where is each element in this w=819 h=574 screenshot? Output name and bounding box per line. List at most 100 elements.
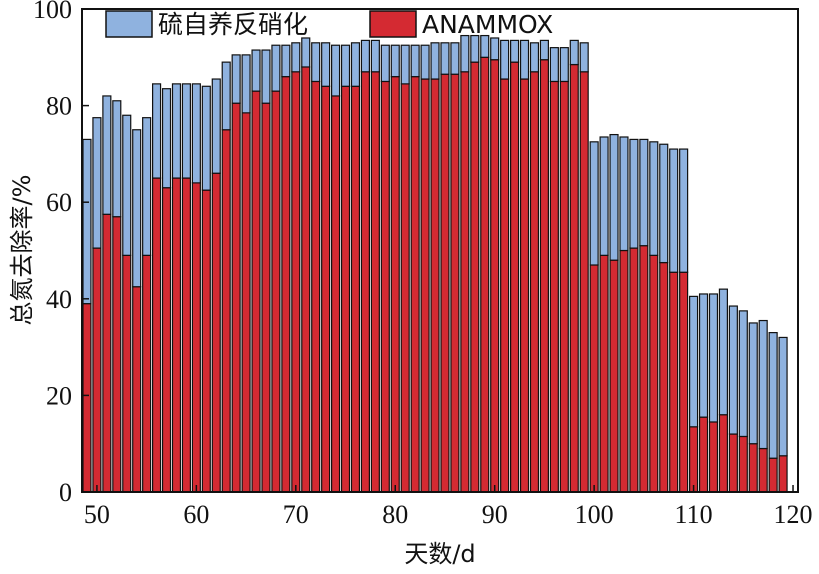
- bar-anammox-day-75: [340, 85, 351, 493]
- y-tick-label-0: 0: [59, 478, 72, 507]
- bar-anammox-day-66: [251, 90, 261, 493]
- bar-sulfur-day-101: [599, 136, 609, 256]
- x-tick-label-60: 60: [183, 500, 209, 529]
- bar-anammox-day-109: [679, 271, 689, 493]
- bar-sulfur-day-90: [490, 37, 500, 61]
- bar-sulfur-day-49: [82, 138, 92, 305]
- bar-anammox-day-59: [181, 177, 191, 493]
- bar-sulfur-day-108: [669, 148, 679, 273]
- bar-sulfur-day-92: [510, 39, 520, 63]
- bar-anammox-day-70: [291, 71, 301, 493]
- legend-swatch-anammox: [369, 10, 417, 38]
- legend-label-sulfur: 硫自养反硝化: [158, 10, 308, 39]
- bar-sulfur-day-65: [241, 54, 251, 114]
- bar-sulfur-day-114: [728, 305, 738, 435]
- bar-anammox-day-112: [708, 421, 719, 493]
- x-tick-label-50: 50: [84, 500, 110, 529]
- bar-anammox-day-76: [350, 85, 361, 493]
- bar-sulfur-day-118: [768, 332, 778, 459]
- bar-sulfur-day-96: [549, 47, 559, 83]
- bar-sulfur-day-85: [440, 42, 450, 75]
- bar-anammox-day-101: [599, 254, 609, 493]
- y-tick-label-60: 60: [46, 188, 72, 217]
- bar-sulfur-day-105: [639, 138, 649, 247]
- bar-sulfur-day-74: [331, 44, 341, 97]
- bar-sulfur-day-58: [171, 83, 182, 179]
- plot-frame: [81, 8, 799, 493]
- x-axis-title: 天数/d: [404, 540, 475, 568]
- bar-anammox-day-92: [510, 61, 520, 493]
- y-axis: 0 20 40 60 80 100: [33, 0, 89, 507]
- bar-sulfur-day-111: [698, 293, 709, 418]
- bar-anammox-day-111: [698, 416, 709, 493]
- bar-anammox-day-110: [689, 426, 699, 493]
- bar-sulfur-day-59: [181, 83, 191, 179]
- bar-anammox-day-55: [142, 254, 152, 493]
- bar-anammox-day-104: [629, 247, 639, 493]
- bar-anammox-day-89: [480, 56, 490, 493]
- bar-sulfur-day-76: [350, 42, 361, 87]
- bars-layer: [82, 34, 788, 493]
- bar-sulfur-day-80: [390, 44, 400, 78]
- bar-anammox-day-57: [161, 187, 172, 493]
- bar-sulfur-day-72: [311, 42, 321, 83]
- bar-sulfur-day-66: [251, 49, 261, 92]
- bar-anammox-day-88: [470, 61, 480, 493]
- bar-sulfur-day-119: [778, 336, 788, 457]
- bar-anammox-day-85: [440, 73, 450, 493]
- bar-anammox-day-91: [500, 78, 510, 493]
- x-tick-label-100: 100: [575, 500, 614, 529]
- bar-sulfur-day-61: [201, 85, 211, 191]
- x-tick-label-110: 110: [675, 500, 713, 529]
- bar-anammox-day-72: [311, 80, 321, 493]
- bar-sulfur-day-69: [281, 44, 291, 78]
- bar-anammox-day-84: [430, 78, 440, 493]
- bar-sulfur-day-78: [370, 39, 380, 73]
- bar-anammox-day-114: [728, 433, 738, 493]
- bar-anammox-day-56: [152, 177, 162, 493]
- bar-sulfur-day-63: [221, 61, 231, 131]
- bar-sulfur-day-55: [142, 117, 152, 256]
- bar-anammox-day-107: [659, 261, 669, 493]
- bar-sulfur-day-99: [579, 42, 589, 73]
- bar-anammox-day-87: [460, 71, 470, 493]
- bar-sulfur-day-104: [629, 138, 639, 249]
- bar-sulfur-day-60: [191, 83, 201, 184]
- bar-anammox-day-108: [669, 271, 679, 493]
- bar-anammox-day-81: [400, 83, 410, 493]
- bar-sulfur-day-106: [649, 141, 659, 256]
- bar-anammox-day-68: [271, 90, 281, 493]
- bar-anammox-day-90: [490, 59, 500, 493]
- bar-sulfur-day-113: [718, 288, 728, 416]
- bar-sulfur-day-52: [112, 100, 122, 218]
- bar-anammox-day-105: [639, 245, 649, 493]
- bar-sulfur-day-97: [559, 47, 569, 83]
- bar-sulfur-day-98: [569, 39, 579, 66]
- bar-sulfur-day-103: [619, 136, 629, 252]
- x-tick-label-80: 80: [382, 500, 408, 529]
- bar-anammox-day-54: [132, 286, 142, 493]
- bar-sulfur-day-77: [360, 39, 370, 73]
- bar-sulfur-day-56: [152, 83, 162, 179]
- bar-sulfur-day-51: [102, 95, 112, 215]
- bar-sulfur-day-115: [738, 310, 748, 438]
- bar-sulfur-day-107: [659, 143, 669, 264]
- bar-sulfur-day-73: [321, 42, 331, 87]
- bar-anammox-day-69: [281, 76, 291, 493]
- bar-anammox-day-94: [529, 71, 540, 493]
- bar-anammox-day-51: [102, 213, 112, 493]
- bar-anammox-day-102: [609, 259, 619, 493]
- bar-anammox-day-83: [420, 78, 430, 493]
- bar-sulfur-day-95: [539, 39, 549, 61]
- bar-anammox-day-65: [241, 112, 251, 493]
- bar-anammox-day-62: [211, 172, 221, 493]
- bar-anammox-day-53: [122, 254, 132, 493]
- bar-anammox-day-49: [82, 303, 92, 493]
- bar-sulfur-day-100: [589, 141, 599, 266]
- x-tick-label-70: 70: [283, 500, 309, 529]
- bar-anammox-day-99: [579, 71, 589, 493]
- bar-sulfur-day-53: [122, 114, 132, 256]
- bar-sulfur-day-89: [480, 34, 490, 58]
- bar-anammox-day-71: [301, 66, 311, 493]
- bar-sulfur-day-87: [460, 34, 470, 73]
